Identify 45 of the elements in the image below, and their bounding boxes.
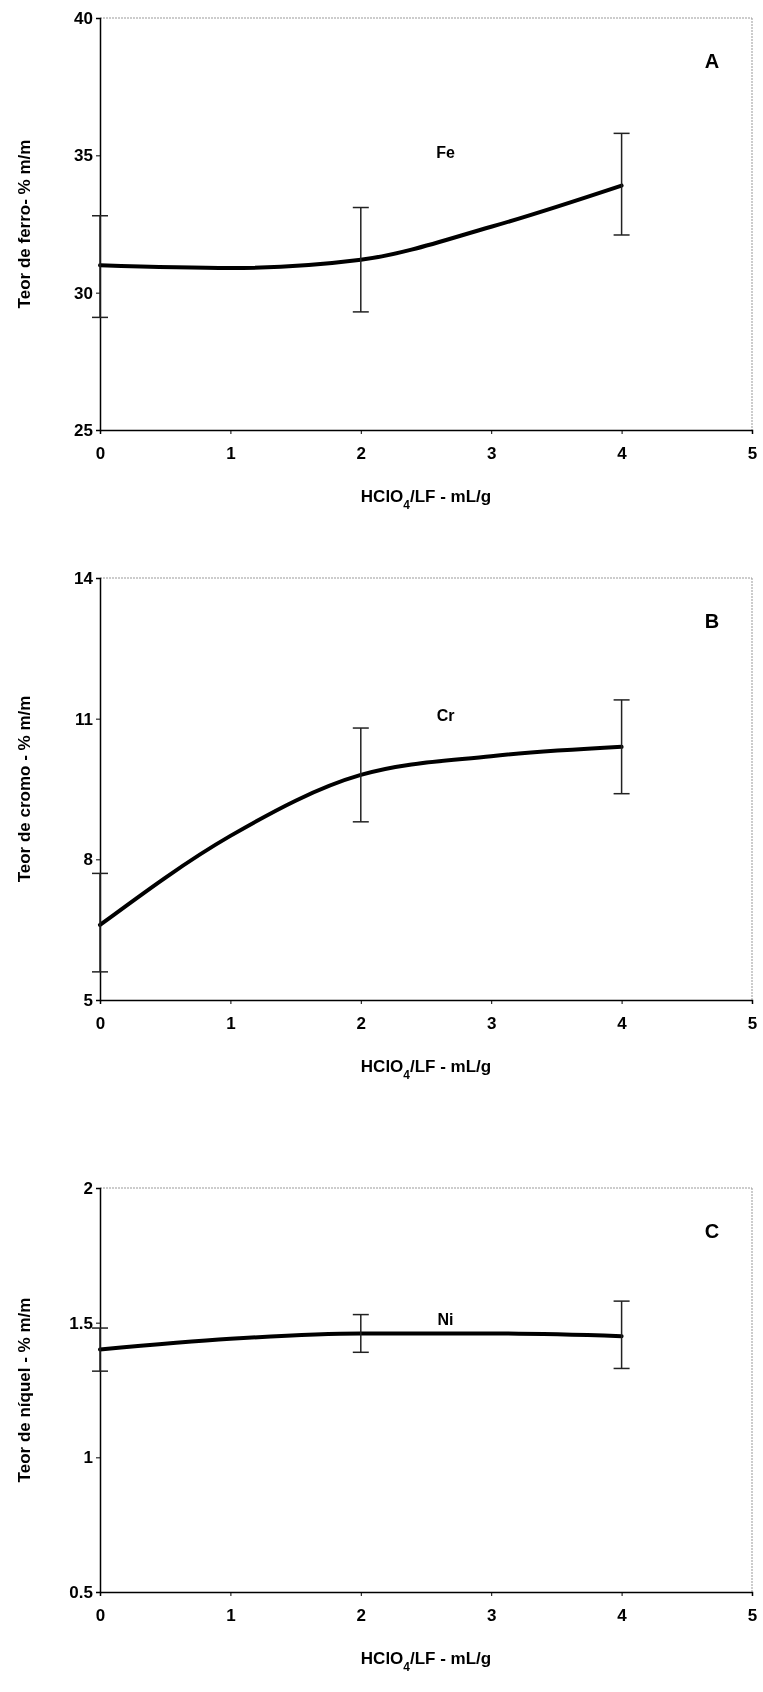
y-axis-title: Teor de cromo - % m/m	[15, 695, 34, 883]
x-tick-label: 3	[486, 1606, 497, 1626]
y-tick-label: 40	[74, 8, 93, 28]
y-tick-label: 11	[75, 709, 93, 729]
annotation: C	[704, 1220, 720, 1242]
x-tick-label: 2	[356, 1014, 367, 1034]
annotation: A	[704, 50, 720, 72]
y-tick-label: 35	[74, 146, 93, 166]
line-series	[98, 744, 624, 927]
x-tick-label: 5	[747, 1014, 758, 1034]
y-tick-label: 25	[74, 420, 93, 440]
text: Fe	[436, 144, 455, 162]
line-series	[98, 1331, 624, 1352]
x-tick-label: 4	[617, 444, 628, 464]
x-tick-label: 3	[486, 444, 497, 464]
y-tick-label: 1.5	[69, 1313, 93, 1333]
x-axis-title: HClO$_{4}$/LF - mL/g	[360, 487, 492, 512]
y-tick-label: 8	[83, 850, 93, 870]
text: Cr	[436, 707, 455, 725]
y-tick-label: 0.5	[69, 1582, 93, 1602]
x-axis-title: HClO$_{4}$/LF - mL/g	[360, 1057, 492, 1082]
x-tick-label: 4	[617, 1606, 628, 1626]
y-tick-label: 2	[83, 1178, 93, 1198]
y-tick-label: 5	[83, 990, 93, 1010]
y-axis-title: Teor de ferro- % m/m	[15, 139, 34, 309]
series-label: Ni	[437, 1311, 454, 1329]
x-tick-label: 1	[226, 444, 236, 464]
x-tick-label: 5	[747, 1606, 758, 1626]
line-series	[98, 183, 624, 270]
x-tick-label: 2	[356, 1606, 367, 1626]
x-tick-label: 2	[356, 444, 367, 464]
x-tick-label: 0	[95, 1606, 106, 1626]
x-tick-label: 1	[226, 1606, 236, 1626]
y-tick-label: 1	[83, 1448, 93, 1468]
x-tick-label: 1	[226, 1014, 236, 1034]
x-tick-label: 4	[617, 1014, 628, 1034]
x-tick-label: 3	[486, 1014, 497, 1034]
y-axis-title: Teor de níquel - % m/m	[15, 1297, 34, 1483]
x-tick-label: 5	[747, 444, 758, 464]
annotation: B	[704, 610, 720, 632]
x-tick-label: 0	[95, 1014, 106, 1034]
x-tick-label: 0	[95, 444, 106, 464]
y-tick-label: 30	[74, 283, 93, 303]
y-tick-label: 14	[74, 568, 94, 588]
x-axis-title: HClO$_{4}$/LF - mL/g	[360, 1649, 492, 1674]
